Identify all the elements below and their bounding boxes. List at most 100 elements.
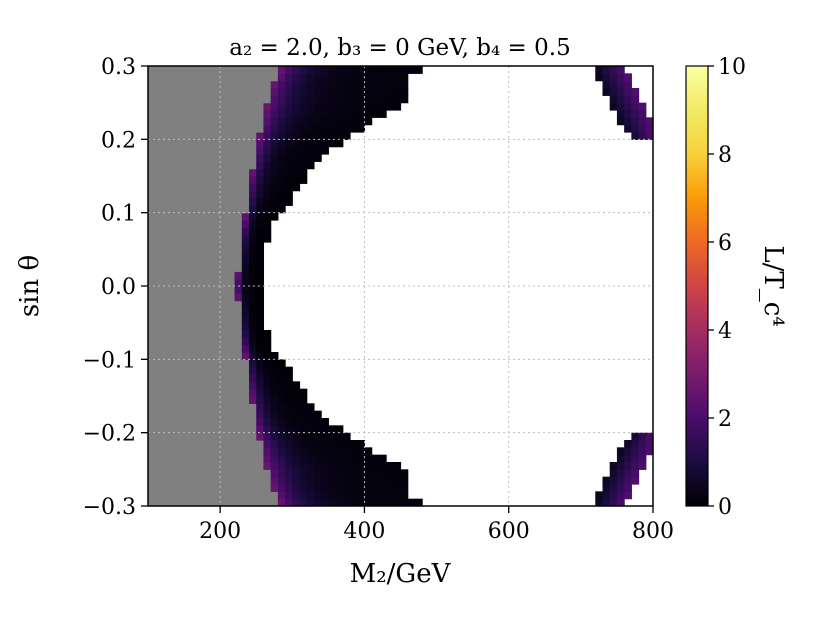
- heatmap-cell: [191, 66, 200, 74]
- heatmap-cell: [198, 344, 207, 353]
- heatmap-cell: [249, 278, 257, 287]
- heatmap-cell: [148, 227, 156, 236]
- heatmap-cell: [184, 80, 192, 89]
- heatmap-cell: [270, 491, 279, 500]
- heatmap-cell: [631, 476, 640, 485]
- heatmap-cell: [191, 352, 200, 360]
- heatmap-cell: [184, 132, 192, 140]
- heatmap-cell: [148, 432, 156, 441]
- heatmap-cell: [155, 293, 164, 302]
- heatmap-cell: [241, 352, 250, 360]
- heatmap-cell: [285, 469, 293, 478]
- heatmap-cell: [249, 293, 257, 302]
- heatmap-cell: [212, 168, 221, 177]
- heatmap-cell: [249, 366, 257, 375]
- heatmap-cell: [176, 374, 185, 382]
- heatmap-cell: [263, 198, 272, 206]
- heatmap-cell: [148, 124, 156, 133]
- heatmap-cell: [184, 447, 192, 456]
- heatmap-cell: [306, 484, 315, 492]
- heatmap-cell: [270, 396, 279, 404]
- heatmap-cell: [220, 190, 228, 199]
- heatmap-cell: [357, 462, 366, 470]
- heatmap-cell: [342, 469, 351, 478]
- heatmap-cell: [169, 154, 178, 162]
- heatmap-cell: [342, 447, 351, 456]
- heatmap-cell: [256, 388, 265, 397]
- heatmap-cell: [256, 462, 265, 470]
- heatmap-cell: [184, 66, 192, 74]
- heatmap-cell: [220, 374, 228, 382]
- heatmap-cell: [249, 410, 257, 419]
- heatmap-cell: [292, 432, 301, 441]
- heatmap-cell: [234, 469, 243, 478]
- heatmap-cell: [350, 95, 358, 104]
- heatmap-cell: [205, 73, 214, 82]
- heatmap-cell: [256, 161, 265, 170]
- heatmap-cell: [638, 462, 647, 470]
- heatmap-cell: [176, 168, 185, 177]
- heatmap-cell: [299, 491, 308, 500]
- heatmap-cell: [191, 212, 200, 221]
- heatmap-cell: [328, 432, 337, 441]
- heatmap-cell: [169, 337, 178, 346]
- heatmap-cell: [234, 95, 243, 104]
- heatmap-cell: [198, 146, 207, 155]
- heatmap-cell: [148, 146, 156, 155]
- heatmap-cell: [227, 227, 236, 236]
- heatmap-cell: [169, 374, 178, 382]
- heatmap-cell: [191, 256, 200, 265]
- heatmap-cell: [263, 359, 272, 368]
- y-axis-label: sin θ: [15, 255, 45, 317]
- heatmap-cell: [285, 491, 293, 500]
- heatmap-cell: [176, 176, 185, 184]
- heatmap-cell: [227, 425, 236, 434]
- heatmap-cell: [263, 132, 272, 140]
- heatmap-cell: [342, 117, 351, 126]
- heatmap-cell: [191, 432, 200, 441]
- heatmap-cell: [624, 454, 632, 463]
- heatmap-cell: [227, 183, 236, 192]
- heatmap-cell: [220, 491, 228, 500]
- heatmap-cell: [292, 146, 301, 155]
- heatmap-cell: [212, 234, 221, 243]
- heatmap-cell: [191, 190, 200, 199]
- heatmap-cell: [241, 381, 250, 390]
- heatmap-cell: [263, 374, 272, 382]
- heatmap-cell: [299, 176, 308, 184]
- heatmap-cell: [292, 95, 301, 104]
- heatmap-cell: [342, 476, 351, 485]
- heatmap-cell: [155, 124, 164, 133]
- heatmap-cell: [220, 498, 228, 506]
- heatmap-cell: [277, 124, 286, 133]
- heatmap-cell: [212, 154, 221, 162]
- heatmap-cell: [609, 462, 618, 470]
- heatmap-cell: [176, 366, 185, 375]
- heatmap-cell: [191, 359, 200, 368]
- heatmap-cell: [162, 190, 171, 199]
- heatmap-cell: [249, 462, 257, 470]
- heatmap-cell: [212, 198, 221, 206]
- heatmap-cell: [241, 146, 250, 155]
- heatmap-cell: [335, 139, 344, 148]
- heatmap-cell: [198, 359, 207, 368]
- heatmap-cell: [227, 110, 236, 118]
- heatmap-cell: [205, 234, 214, 243]
- heatmap-cell: [277, 205, 286, 214]
- heatmap-cell: [263, 498, 272, 506]
- heatmap-cell: [205, 381, 214, 390]
- heatmap-cell: [256, 330, 265, 338]
- heatmap-cell: [306, 102, 315, 111]
- heatmap-cell: [198, 491, 207, 500]
- heatmap-cell: [277, 462, 286, 470]
- heatmap-cell: [306, 146, 315, 155]
- heatmap-cell: [155, 278, 164, 287]
- heatmap-cell: [393, 73, 402, 82]
- heatmap-cell: [169, 88, 178, 96]
- heatmap-cell: [328, 66, 337, 74]
- heatmap-cell: [169, 80, 178, 89]
- heatmap-cell: [393, 498, 402, 506]
- heatmap-cell: [350, 454, 358, 463]
- heatmap-cell: [220, 256, 228, 265]
- heatmap-cell: [198, 154, 207, 162]
